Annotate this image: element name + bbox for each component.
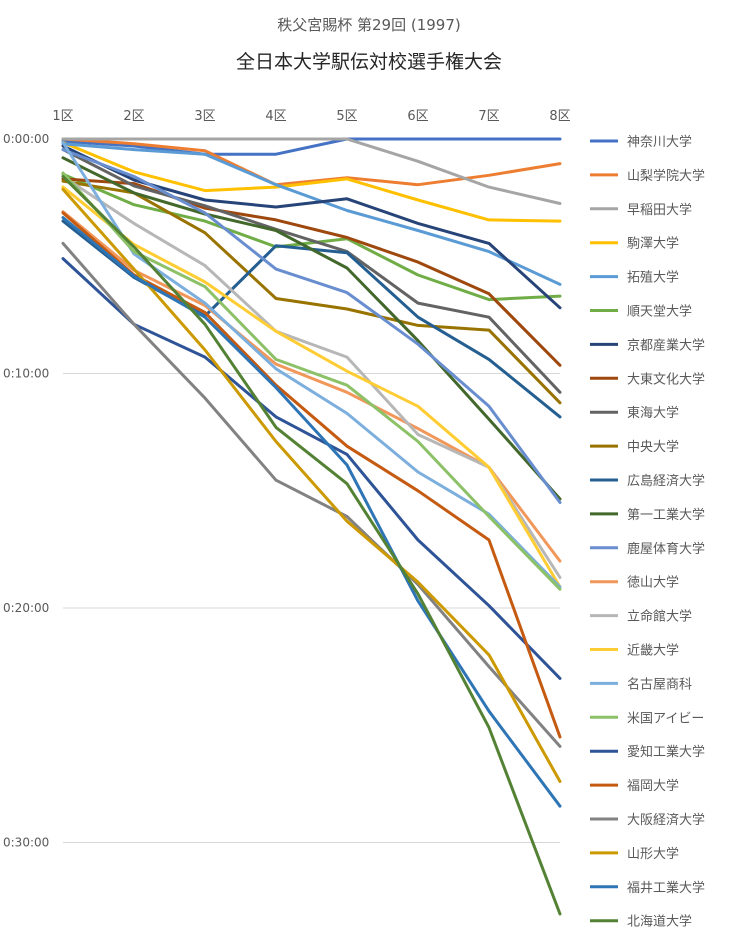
legend-label: 早稲田大学 [627,202,692,218]
y-tick-label: 0:10:00 [3,367,49,381]
legend-item: 神奈川大学 [590,134,692,150]
legend-item: 近畿大学 [590,643,679,659]
legend-item: 京都産業大学 [590,337,705,353]
series-line [61,257,562,680]
series-line [61,142,562,286]
legend-label: 順天堂大学 [627,304,692,320]
legend-item: 徳山大学 [590,575,679,591]
chart-subtitle: 秩父宮賜杯 第29回 (1997) [277,16,461,34]
series-line [61,148,562,394]
series-line [61,216,562,808]
legend-label: 山形大学 [627,846,679,862]
legend-label: 第一工業大学 [627,507,705,523]
series-line [61,210,562,563]
legend-item: 鹿屋体育大学 [590,541,705,557]
legend-label: 東海大学 [627,405,679,421]
legend-item: 第一工業大学 [590,507,705,523]
legend-item: 駒澤大学 [590,236,679,252]
legend-label: 徳山大学 [627,575,679,591]
x-tick-label: 3区 [194,109,215,124]
series-line [61,141,562,589]
legend-item: 福岡大学 [590,778,679,794]
legend-item: 中央大学 [590,439,679,455]
x-axis-labels: 1区 2区 3区 4区 5区 6区 7区 8区 [52,109,570,124]
x-tick-label: 7区 [478,109,499,124]
x-tick-label: 5区 [336,109,357,124]
legend-item: 東海大学 [590,405,679,421]
chart-title: 全日本大学駅伝対校選手権大会 [235,51,502,73]
x-tick-label: 4区 [265,109,286,124]
legend-label: 拓殖大学 [627,270,679,286]
x-tick-label: 6区 [407,109,428,124]
y-tick-label: 0:00:00 [3,132,49,146]
series-line [61,148,562,504]
legend-label: 駒澤大学 [627,236,679,252]
y-tick-label: 0:20:00 [3,601,49,615]
legend-label: 愛知工業大学 [627,744,705,760]
legend-item: 福井工業大学 [590,880,705,896]
legend-item: 北海道大学 [590,914,692,930]
series-line [61,172,562,302]
series-lines [61,137,562,916]
legend-label: 鹿屋体育大学 [627,541,705,557]
legend-item: 順天堂大学 [590,304,692,320]
legend-item: 大東文化大学 [590,371,705,387]
x-tick-label: 2区 [123,109,144,124]
legend-label: 京都産業大学 [627,337,705,353]
series-line [61,175,562,916]
legend-item: 広島経済大学 [590,473,705,489]
legend-label: 福井工業大学 [627,880,705,896]
legend-label: 大東文化大学 [627,371,705,387]
x-tick-label: 1区 [52,109,73,124]
y-axis-labels: 0:00:00 0:10:00 0:20:00 0:30:00 [3,132,49,850]
series-line [61,137,562,156]
series-line [61,156,562,501]
legend-label: 米国アイビー [627,711,704,726]
series-line [61,137,562,205]
series-line [61,185,562,589]
legend-label: 近畿大学 [627,643,679,659]
legend-item: 拓殖大学 [590,270,679,286]
legend-label: 大阪経済大学 [627,812,705,828]
legend-item: 早稲田大学 [590,202,692,218]
legend-label: 広島経済大学 [627,473,705,489]
legend-label: 中央大学 [627,439,679,455]
legend-item: 大阪経済大学 [590,812,705,828]
legend-label: 名古屋商科 [627,676,692,692]
gridlines [63,138,560,843]
legend-label: 神奈川大学 [627,134,692,150]
x-tick-label: 8区 [549,109,570,124]
legend: 神奈川大学山梨学院大学早稲田大学駒澤大学拓殖大学順天堂大学京都産業大学大東文化大… [590,134,705,930]
legend-label: 福岡大学 [627,778,679,794]
legend-item: 愛知工業大学 [590,744,705,760]
series-line [61,137,562,187]
series-line [61,175,562,579]
legend-item: 米国アイビー [590,711,704,726]
legend-label: 山梨学院大学 [627,168,705,184]
y-tick-label: 0:30:00 [3,836,49,850]
legend-item: 山梨学院大学 [590,168,705,184]
legend-item: 立命館大学 [590,609,692,625]
legend-item: 名古屋商科 [590,676,692,692]
legend-item: 山形大学 [590,846,679,862]
legend-label: 北海道大学 [627,914,692,930]
series-line [61,171,562,591]
series-line [61,141,562,223]
series-line [61,241,562,748]
legend-label: 立命館大学 [627,609,692,625]
series-line [61,179,562,405]
